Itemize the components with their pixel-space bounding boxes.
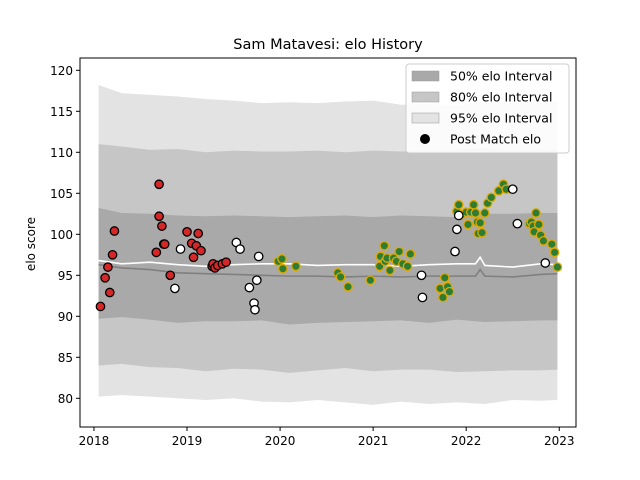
data-point xyxy=(540,258,551,268)
data-point xyxy=(165,270,176,281)
y-tick-label: 110 xyxy=(50,146,73,160)
series-line-1 xyxy=(98,263,558,278)
data-point xyxy=(335,272,346,282)
data-point xyxy=(470,208,481,218)
data-point xyxy=(477,227,487,238)
data-point xyxy=(182,226,192,237)
y-tick-label: 105 xyxy=(50,187,73,201)
data-point xyxy=(291,261,301,272)
data-point xyxy=(365,275,376,286)
data-point xyxy=(196,245,206,256)
data-point xyxy=(394,246,405,257)
data-point xyxy=(107,249,118,260)
legend-label: Post Match elo xyxy=(450,132,541,147)
data-point xyxy=(151,247,162,258)
data-point xyxy=(533,219,544,230)
data-point xyxy=(104,287,115,298)
data-point xyxy=(546,239,557,249)
data-point xyxy=(100,272,110,283)
data-point xyxy=(221,257,231,268)
y-tick-label: 85 xyxy=(58,351,73,365)
data-point xyxy=(468,199,479,210)
legend-label: 95% elo Interval xyxy=(450,111,552,126)
data-point xyxy=(109,226,120,236)
y-tick-label: 120 xyxy=(50,64,73,78)
x-tick-label: 2020 xyxy=(265,434,296,448)
legend-swatch xyxy=(411,91,440,103)
data-point xyxy=(552,262,563,272)
data-point xyxy=(154,211,164,222)
data-point xyxy=(278,263,288,274)
data-point xyxy=(103,262,113,272)
data-point xyxy=(531,208,541,218)
legend: 50% elo Interval 80% elo Interval 95% elo … xyxy=(405,63,570,154)
data-point xyxy=(438,292,448,303)
data-point xyxy=(486,192,497,203)
data-point xyxy=(277,254,287,264)
x-tick-label: 2019 xyxy=(172,434,203,448)
data-point xyxy=(170,283,180,294)
data-point xyxy=(253,251,264,262)
data-point xyxy=(444,286,455,297)
data-point xyxy=(452,224,462,235)
data-point xyxy=(250,304,260,315)
data-point xyxy=(463,219,473,230)
data-point xyxy=(235,244,245,254)
legend-swatch xyxy=(411,70,440,82)
y-tick-label: 95 xyxy=(58,269,73,283)
data-point xyxy=(405,249,416,259)
data-point xyxy=(244,282,255,293)
y-tick-label: 115 xyxy=(50,105,73,119)
x-tick-label: 2021 xyxy=(358,434,389,448)
data-point xyxy=(379,240,390,251)
data-point xyxy=(154,179,164,190)
plot-area xyxy=(95,85,563,405)
data-point xyxy=(159,239,170,249)
data-point xyxy=(453,199,464,210)
data-point xyxy=(512,218,523,229)
data-point xyxy=(95,301,106,312)
data-point xyxy=(193,228,204,239)
data-point xyxy=(385,265,395,276)
data-point xyxy=(507,184,518,195)
data-point xyxy=(402,261,413,272)
data-point xyxy=(439,272,450,283)
y-axis-label: elo score xyxy=(24,217,38,271)
legend-label: 50% elo Interval xyxy=(450,69,552,84)
data-point xyxy=(475,217,486,228)
data-point xyxy=(453,210,464,221)
x-tick-label: 2018 xyxy=(79,434,110,448)
legend-swatch xyxy=(411,112,440,124)
data-point xyxy=(479,208,490,218)
data-point xyxy=(343,281,353,292)
data-point xyxy=(157,221,167,231)
series-line-0 xyxy=(98,255,558,268)
data-point xyxy=(416,270,427,281)
data-point xyxy=(538,236,549,246)
data-point xyxy=(175,244,186,254)
x-tick-label: 2022 xyxy=(451,434,482,448)
data-point xyxy=(188,252,199,263)
axes: 2018 2019 2020 2021 2022 2023 80 85 90 95 100 105 11… xyxy=(50,57,577,448)
data-point xyxy=(417,292,428,303)
legend-box xyxy=(405,63,570,154)
y-tick-label: 80 xyxy=(58,392,73,406)
y-tick-label: 90 xyxy=(58,310,73,324)
data-point xyxy=(251,275,262,286)
chart-title: Sam Matavesi: elo History xyxy=(233,37,423,53)
axes-frame xyxy=(79,57,577,428)
data-point xyxy=(450,246,460,257)
x-tick-label: 2023 xyxy=(544,434,575,448)
data-point xyxy=(549,247,560,258)
legend-marker xyxy=(420,134,430,144)
legend-label: 80% elo Interval xyxy=(450,90,552,105)
y-tick-label: 100 xyxy=(50,228,73,242)
